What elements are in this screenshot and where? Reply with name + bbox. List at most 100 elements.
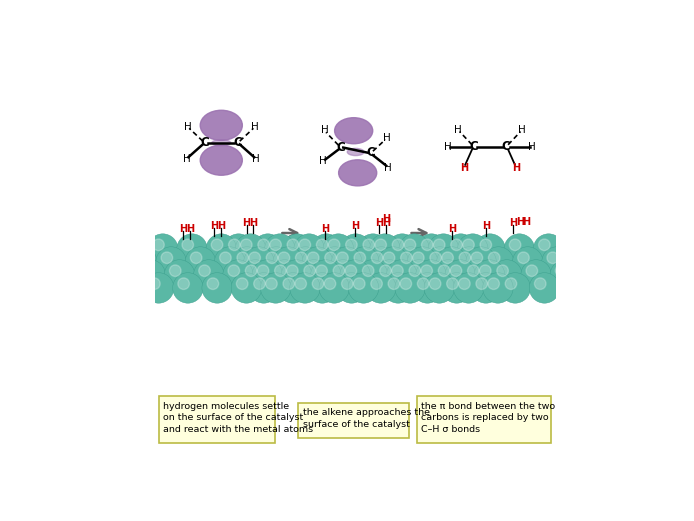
FancyBboxPatch shape <box>159 396 276 443</box>
Circle shape <box>454 247 484 277</box>
Circle shape <box>311 234 341 264</box>
Circle shape <box>521 260 551 290</box>
Text: H: H <box>321 224 329 233</box>
Text: H: H <box>186 224 194 233</box>
Circle shape <box>328 260 358 290</box>
Text: H: H <box>217 221 225 231</box>
Circle shape <box>249 252 260 264</box>
Circle shape <box>341 278 353 290</box>
Circle shape <box>453 272 484 303</box>
Circle shape <box>584 265 596 277</box>
Circle shape <box>94 239 105 251</box>
Circle shape <box>563 234 593 264</box>
Circle shape <box>149 278 160 290</box>
Text: H: H <box>351 221 359 231</box>
Circle shape <box>534 234 564 264</box>
Circle shape <box>114 272 144 303</box>
Circle shape <box>257 265 269 277</box>
Circle shape <box>526 265 538 277</box>
Circle shape <box>518 252 530 264</box>
Circle shape <box>254 278 265 290</box>
Circle shape <box>404 239 416 251</box>
Circle shape <box>273 247 303 277</box>
Circle shape <box>228 239 240 251</box>
Circle shape <box>417 278 429 290</box>
Circle shape <box>437 247 467 277</box>
Text: H: H <box>382 218 390 228</box>
Circle shape <box>231 272 262 303</box>
Circle shape <box>332 247 362 277</box>
Circle shape <box>370 234 400 264</box>
Circle shape <box>333 265 345 277</box>
Circle shape <box>588 272 618 303</box>
Circle shape <box>555 265 567 277</box>
Circle shape <box>438 265 450 277</box>
FancyBboxPatch shape <box>298 403 409 438</box>
Circle shape <box>328 239 340 251</box>
Circle shape <box>459 278 470 290</box>
Text: C: C <box>366 146 375 159</box>
Text: H: H <box>184 122 192 132</box>
Circle shape <box>505 278 517 290</box>
Text: hydrogen molecules settle
on the surface of the catalyst
and react with the meta: hydrogen molecules settle on the surface… <box>163 402 313 434</box>
Circle shape <box>430 252 441 264</box>
Circle shape <box>450 239 462 251</box>
Text: H: H <box>382 214 390 224</box>
Circle shape <box>118 234 149 264</box>
Text: H: H <box>210 221 218 231</box>
Circle shape <box>600 247 631 277</box>
Circle shape <box>337 272 367 303</box>
Circle shape <box>421 239 433 251</box>
Ellipse shape <box>201 110 242 140</box>
Circle shape <box>371 278 382 290</box>
Circle shape <box>623 278 634 290</box>
Circle shape <box>324 278 336 290</box>
Circle shape <box>412 272 443 303</box>
Circle shape <box>214 247 245 277</box>
Circle shape <box>237 252 248 264</box>
Circle shape <box>161 252 173 264</box>
Circle shape <box>353 278 365 290</box>
Circle shape <box>383 252 395 264</box>
Circle shape <box>119 278 131 290</box>
Circle shape <box>550 260 581 290</box>
Circle shape <box>512 247 543 277</box>
Text: H: H <box>319 156 327 166</box>
Circle shape <box>489 252 500 264</box>
Circle shape <box>559 272 589 303</box>
Ellipse shape <box>347 148 364 156</box>
Circle shape <box>354 252 366 264</box>
Circle shape <box>463 239 474 251</box>
Circle shape <box>346 239 357 251</box>
Circle shape <box>447 278 458 290</box>
Circle shape <box>430 278 441 290</box>
Circle shape <box>164 260 195 290</box>
Circle shape <box>235 234 266 264</box>
Circle shape <box>264 234 295 264</box>
Text: H: H <box>321 126 328 135</box>
Circle shape <box>395 272 425 303</box>
Circle shape <box>302 247 332 277</box>
Circle shape <box>416 260 446 290</box>
Circle shape <box>299 239 311 251</box>
Circle shape <box>428 234 459 264</box>
Circle shape <box>252 260 282 290</box>
Text: H: H <box>183 154 190 164</box>
Circle shape <box>407 247 438 277</box>
Circle shape <box>462 260 493 290</box>
Text: H: H <box>482 221 490 231</box>
Circle shape <box>421 265 432 277</box>
Circle shape <box>434 239 445 251</box>
Circle shape <box>140 265 152 277</box>
Circle shape <box>466 247 496 277</box>
Ellipse shape <box>201 145 242 175</box>
Circle shape <box>491 260 522 290</box>
Circle shape <box>446 234 476 264</box>
Circle shape <box>294 234 324 264</box>
Circle shape <box>182 239 194 251</box>
Circle shape <box>409 265 421 277</box>
Circle shape <box>400 252 412 264</box>
Circle shape <box>571 247 602 277</box>
Text: H: H <box>242 218 251 228</box>
Circle shape <box>509 239 521 251</box>
